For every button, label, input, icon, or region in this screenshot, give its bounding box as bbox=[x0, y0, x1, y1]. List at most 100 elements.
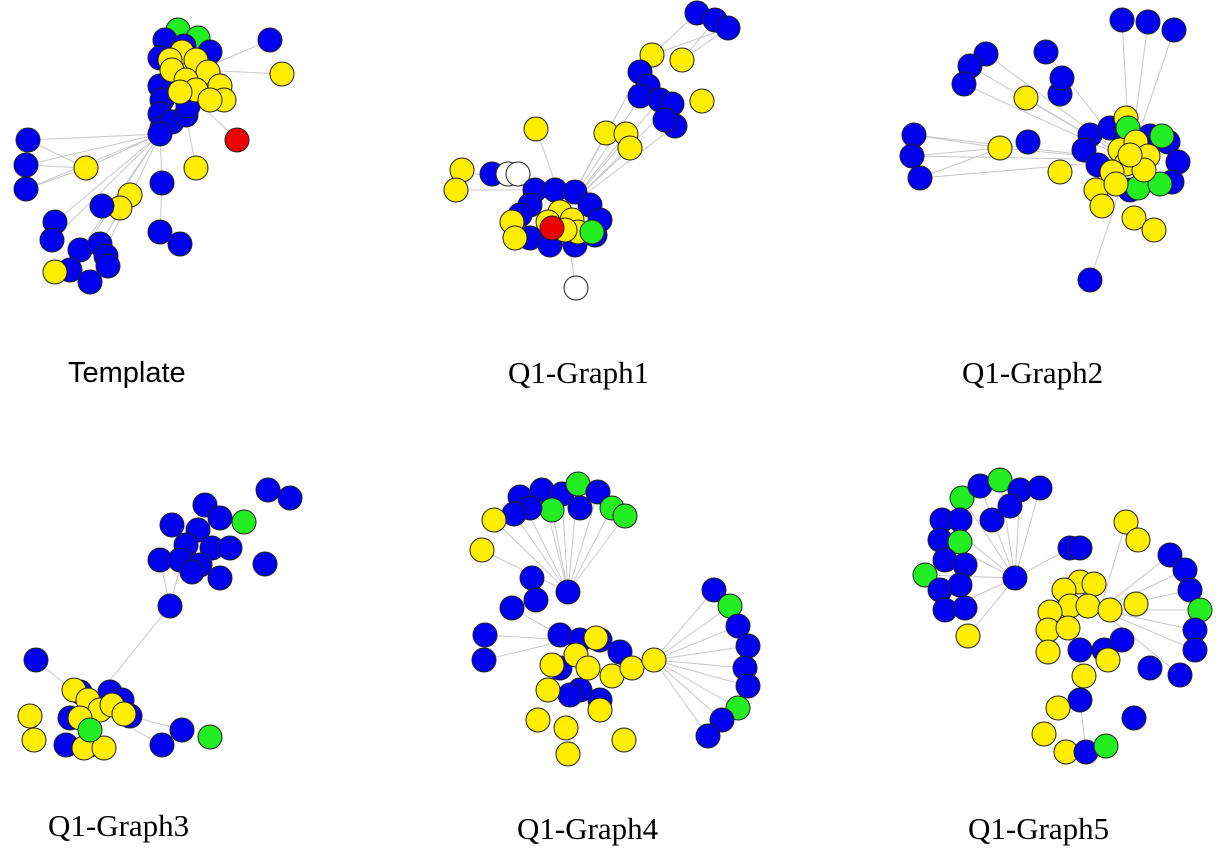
node-yellow bbox=[111, 701, 137, 727]
node-yellow bbox=[669, 47, 695, 73]
node-green bbox=[197, 724, 223, 750]
caption-template: Template bbox=[68, 357, 186, 389]
node-yellow bbox=[535, 677, 561, 703]
node-yellow bbox=[539, 652, 565, 678]
node-blue bbox=[901, 122, 927, 148]
node-blue bbox=[585, 479, 611, 505]
node-blue bbox=[1135, 9, 1161, 35]
node-blue bbox=[217, 535, 243, 561]
node-blue bbox=[899, 143, 925, 169]
node-blue bbox=[1002, 565, 1028, 591]
node-blue bbox=[1137, 655, 1163, 681]
node-blue bbox=[1167, 662, 1193, 688]
graph-edge bbox=[961, 497, 1016, 579]
node-blue bbox=[277, 485, 303, 511]
node-green bbox=[912, 562, 938, 588]
node-blue bbox=[1161, 17, 1187, 43]
graph-edge bbox=[911, 147, 1001, 157]
node-blue bbox=[1109, 7, 1135, 33]
node-blue bbox=[1067, 637, 1093, 663]
caption-q1-graph3: Q1-Graph3 bbox=[48, 808, 190, 843]
node-yellow bbox=[641, 647, 667, 673]
node-red bbox=[224, 127, 250, 153]
node-yellow bbox=[502, 225, 528, 251]
node-blue bbox=[89, 193, 115, 219]
node-yellow bbox=[1055, 615, 1081, 641]
node-yellow bbox=[1013, 85, 1039, 111]
node-yellow bbox=[1117, 142, 1143, 168]
node-blue bbox=[951, 71, 977, 97]
graph-edge bbox=[85, 133, 161, 169]
node-yellow bbox=[183, 155, 209, 181]
graph-edge bbox=[963, 83, 1131, 161]
node-yellow bbox=[167, 79, 193, 105]
node-yellow bbox=[42, 259, 68, 285]
node-yellow bbox=[619, 655, 645, 681]
node-blue bbox=[23, 647, 49, 673]
node-blue bbox=[1067, 535, 1093, 561]
node-yellow bbox=[575, 655, 601, 681]
node-blue bbox=[147, 219, 173, 245]
node-yellow bbox=[523, 116, 549, 142]
node-blue bbox=[15, 127, 41, 153]
graph-edge bbox=[653, 659, 739, 709]
node-blue bbox=[735, 633, 761, 659]
node-blue bbox=[472, 622, 498, 648]
graph-edge bbox=[51, 133, 161, 241]
node-blue bbox=[1182, 637, 1208, 663]
node-yellow bbox=[1103, 171, 1129, 197]
node-blue bbox=[147, 121, 173, 147]
node-green bbox=[1149, 123, 1175, 149]
node-yellow bbox=[91, 735, 117, 761]
node-blue bbox=[471, 647, 497, 673]
node-yellow bbox=[21, 727, 47, 753]
node-green bbox=[987, 467, 1013, 493]
node-blue bbox=[701, 577, 727, 603]
node-empty bbox=[563, 275, 589, 301]
graph-edge bbox=[567, 507, 613, 593]
node-blue bbox=[157, 593, 183, 619]
node-blue bbox=[1077, 267, 1103, 293]
node-yellow bbox=[1125, 527, 1151, 553]
node-blue bbox=[1033, 39, 1059, 65]
node-blue bbox=[252, 551, 278, 577]
node-yellow bbox=[553, 715, 579, 741]
node-blue bbox=[947, 507, 973, 533]
node-blue bbox=[257, 27, 283, 53]
node-yellow bbox=[987, 135, 1013, 161]
node-blue bbox=[1121, 705, 1147, 731]
node-yellow bbox=[639, 42, 665, 68]
node-yellow bbox=[469, 537, 495, 563]
node-yellow bbox=[555, 741, 581, 767]
node-yellow bbox=[1075, 593, 1101, 619]
node-blue bbox=[997, 493, 1023, 519]
node-blue bbox=[13, 152, 39, 178]
graph-edge bbox=[513, 513, 569, 593]
graph-edge bbox=[567, 515, 626, 593]
node-blue bbox=[1049, 65, 1075, 91]
node-blue bbox=[979, 507, 1005, 533]
graph-edge bbox=[1099, 521, 1127, 611]
graph-panel-q1-graph1 bbox=[443, 0, 741, 301]
node-green bbox=[579, 219, 605, 245]
node-blue bbox=[557, 682, 583, 708]
graph-panel-q1-graph2 bbox=[899, 7, 1191, 293]
node-yellow bbox=[73, 155, 99, 181]
node-blue bbox=[1015, 129, 1041, 155]
node-blue bbox=[519, 565, 545, 591]
node-yellow bbox=[1095, 647, 1121, 673]
graph-edge bbox=[913, 134, 1001, 149]
node-blue bbox=[207, 565, 233, 591]
node-yellow bbox=[955, 623, 981, 649]
graph-edge bbox=[653, 659, 723, 721]
node-yellow bbox=[1071, 663, 1097, 689]
node-blue bbox=[735, 673, 761, 699]
graph-edge bbox=[924, 574, 1016, 579]
node-blue bbox=[695, 723, 721, 749]
node-blue bbox=[947, 572, 973, 598]
node-blue bbox=[149, 170, 175, 196]
graph-edge bbox=[653, 589, 715, 661]
graph-edge bbox=[653, 625, 739, 661]
graph-panel-q1-graph3 bbox=[17, 477, 303, 761]
node-blue bbox=[95, 253, 121, 279]
